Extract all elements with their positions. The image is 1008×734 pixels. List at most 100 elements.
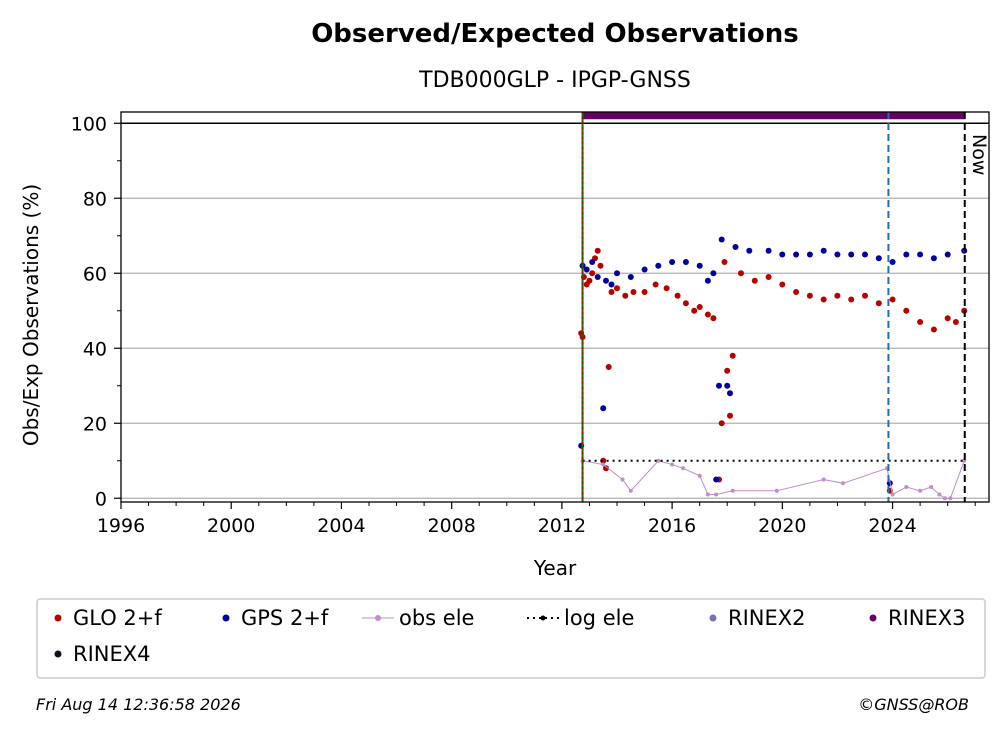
gps-2-f-point (655, 262, 662, 269)
gps-2-f-point (765, 247, 772, 254)
glo-2-f-point (603, 465, 609, 472)
obs-ele-point (730, 488, 735, 493)
legend-rinex2-label: RINEX2 (728, 606, 806, 630)
data-marks (578, 112, 968, 501)
glo-2-f-point (589, 270, 596, 277)
legend-glo-2-f-marker (54, 614, 62, 622)
obs-ele-point (904, 485, 909, 489)
gps-2-f-point (930, 255, 937, 262)
obs-ele-point (890, 492, 895, 497)
x-tick-label: 2012 (538, 515, 586, 537)
x-tick-label: 2020 (758, 515, 806, 537)
glo-2-f-point (704, 311, 711, 318)
reference-lines: Now (121, 112, 990, 502)
gps-2-f-point (889, 259, 896, 265)
x-tick-label: 2016 (648, 515, 696, 537)
glo-2-f-point (691, 307, 698, 314)
glo-2-f-point (594, 247, 601, 254)
y-tick-label: 80 (83, 188, 107, 210)
gps-2-f-point (603, 277, 609, 284)
axes: 0 20 40 60 80 100 1996 2000 2004 2008 2012 2016 2020… (71, 113, 976, 537)
gps-2-f-point (600, 405, 607, 412)
gps-2-f-point (903, 251, 910, 258)
gps-2-f-point (696, 262, 703, 269)
obs-ele-point (705, 492, 710, 497)
legend-rinex4-marker (54, 650, 62, 658)
obs-ele-point (937, 492, 942, 497)
gps-2-f-point (862, 251, 868, 258)
gps-2-f-point (779, 251, 786, 258)
y-tick-label: 60 (83, 263, 107, 285)
chart-title: Observed/Expected Observations (311, 19, 799, 49)
legend-rinex3-label: RINEX3 (888, 606, 966, 630)
legend-obs-ele-marker (375, 615, 381, 621)
gps-2-f-point (627, 274, 634, 280)
glo-2-f-point (641, 289, 648, 295)
gps-2-f-point (848, 251, 855, 258)
gps-2-f-point (641, 266, 648, 273)
glo-2-f-point (930, 326, 937, 333)
glo-2-f-point (614, 285, 620, 292)
glo-2-f-point (600, 457, 607, 464)
obs-ele-point (697, 473, 702, 478)
glo-2-f-point (710, 315, 717, 322)
glo-2-f-point (663, 285, 670, 292)
obs-ele-point (841, 481, 845, 486)
chart-subtitle: TDB000GLP - IPGP-GNSS (418, 68, 691, 93)
glo-2-f-point (652, 281, 659, 288)
glo-2-f-point (848, 296, 855, 303)
y-tick-label: 20 (83, 413, 107, 435)
obs-ele-point (714, 492, 719, 497)
x-tick-label: 2008 (427, 515, 475, 537)
glo-2-f-point (765, 274, 772, 280)
obs-ele-point (918, 488, 923, 493)
gps-2-f-point (793, 251, 800, 258)
gps-2-f-point (875, 255, 882, 262)
legend-box (36, 598, 986, 679)
x-axis-title: Year (533, 556, 577, 580)
now-label: Now (968, 134, 990, 175)
gps-2-f-point (820, 247, 827, 254)
gps-2-f-point (727, 390, 733, 397)
glo-2-f-point (718, 420, 725, 427)
glo-2-f-point (729, 352, 736, 359)
y-tick-label: 0 (95, 488, 107, 510)
gps-2-f-point (718, 236, 725, 243)
gps-2-f-point (724, 382, 731, 389)
glo-2-f-point (834, 292, 841, 299)
glo-2-f-point (944, 315, 951, 322)
legend-log-ele-marker (540, 615, 546, 621)
grid (121, 122, 989, 499)
glo-2-f-point (630, 289, 637, 295)
legend-rinex4-label: RINEX4 (73, 642, 151, 666)
glo-2-f-point (952, 319, 959, 325)
obs-ele-point (942, 496, 947, 501)
footer-timestamp: Fri Aug 14 12:36:58 2026 (36, 695, 241, 714)
gps-2-f-point (669, 259, 676, 265)
gps-2-f-point (806, 251, 813, 258)
obs-ele-point (929, 485, 934, 489)
obs-ele-point (681, 466, 686, 471)
gps-2-f-point (608, 281, 615, 288)
glo-2-f-point (608, 289, 615, 295)
glo-2-f-point (751, 277, 758, 284)
obs-ele-line (582, 460, 965, 499)
glo-2-f-point (875, 300, 882, 307)
obs-ele-point (670, 462, 675, 467)
legend-glo-2-f-label: GLO 2+f (73, 606, 162, 630)
glo-2-f-point (622, 292, 629, 299)
glo-2-f-point (721, 259, 728, 265)
glo-2-f-point (586, 277, 593, 284)
glo-2-f-point (793, 289, 800, 295)
gps-2-f-point (614, 270, 620, 277)
x-tick-label: 2024 (868, 515, 916, 537)
footer-credit: ©GNSS@ROB (858, 695, 969, 714)
gps-2-f-point (732, 244, 739, 250)
gps-2-f-point (917, 251, 924, 258)
legend: GLO 2+f GPS 2+f obs ele log ele RINEX2 RINEX3… (54, 606, 966, 666)
gps-2-f-point (682, 259, 689, 265)
glo-2-f-point (806, 292, 813, 299)
y-tick-label: 40 (83, 338, 107, 360)
legend-log-ele-label: log ele (564, 606, 634, 630)
